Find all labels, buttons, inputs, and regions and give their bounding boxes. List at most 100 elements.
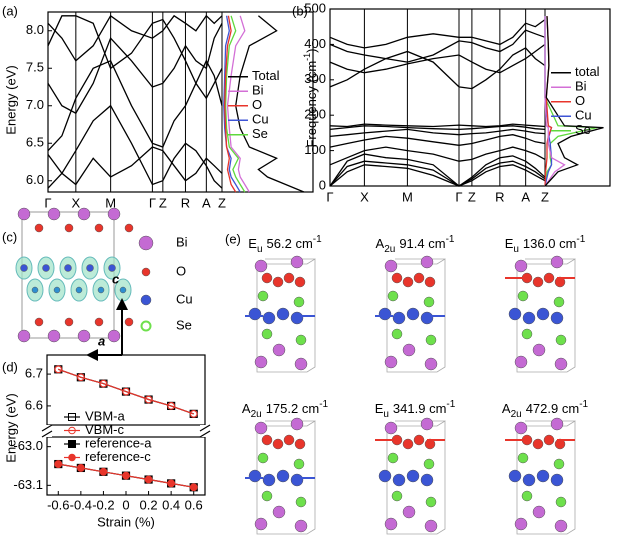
dos-line <box>224 15 246 193</box>
atom <box>555 334 567 346</box>
mode-freq: 56.2 cm <box>267 236 313 251</box>
legend-label: Bi <box>252 83 264 98</box>
unit-cell <box>386 258 446 373</box>
mode-sub: u <box>513 244 519 255</box>
atom <box>31 286 39 294</box>
atom <box>536 469 550 483</box>
axis-break-gap <box>42 425 52 437</box>
atom <box>420 255 434 269</box>
legend-label: Cu <box>252 112 269 127</box>
mode-freq: 91.4 cm <box>399 236 445 251</box>
atom <box>423 458 435 470</box>
legend-label: O <box>575 93 585 108</box>
atom <box>550 417 564 431</box>
atom <box>140 294 152 306</box>
atom <box>294 438 306 450</box>
x-tick-label: Z <box>218 195 226 210</box>
mode-sub: 2u <box>384 244 395 255</box>
dos-line <box>226 15 250 193</box>
y-axis-label-text: Frequency (cm <box>304 61 319 148</box>
band-line <box>329 128 546 138</box>
legend-label: reference-a <box>85 435 152 450</box>
atom <box>406 469 420 483</box>
x-tick-label: A <box>521 189 530 204</box>
panel-label: (e) <box>225 231 241 246</box>
atom <box>522 473 536 487</box>
unit-cell <box>516 258 576 373</box>
atom <box>295 496 307 508</box>
atom <box>391 272 403 284</box>
y-tick-label: 7.5 <box>26 60 44 75</box>
atom <box>543 434 555 446</box>
dos-line <box>544 16 604 187</box>
legend-marker <box>68 440 76 448</box>
atom <box>261 490 273 502</box>
atom <box>290 311 304 325</box>
legend-label: Se <box>575 122 591 137</box>
atom <box>550 311 564 325</box>
x-tick-label: X <box>72 195 81 210</box>
atom <box>257 290 269 302</box>
unit-cell <box>516 420 576 535</box>
atom <box>514 355 528 369</box>
mode-sup: -1 <box>446 399 455 410</box>
mode-symbol: E <box>505 236 514 251</box>
atom <box>384 421 398 435</box>
atom <box>290 255 304 269</box>
marker <box>76 373 85 382</box>
y-tick-label: 500 <box>304 0 326 15</box>
x-tick-label: Γ <box>149 195 156 210</box>
series-line <box>58 368 194 415</box>
mode-freq: 472.9 cm <box>526 401 579 416</box>
unit-cell <box>386 420 446 535</box>
y-axis-label: Frequency (cm-1) <box>302 48 319 147</box>
band-line <box>329 134 546 148</box>
atom <box>77 207 91 221</box>
atom <box>64 223 74 233</box>
atom <box>261 434 273 446</box>
y-tick-label: 6.6 <box>25 397 43 412</box>
atom <box>47 207 61 221</box>
atom <box>257 452 269 464</box>
y-tick-label: 200 <box>304 107 326 122</box>
marker <box>122 387 130 396</box>
x-tick-label: Z <box>468 189 476 204</box>
axes-frame <box>329 8 611 187</box>
mode-sup: -1 <box>319 399 328 410</box>
unit-cell <box>256 420 316 535</box>
dos-line <box>544 16 566 187</box>
atom <box>290 473 304 487</box>
band-line <box>329 19 546 49</box>
axes-frame <box>46 354 206 426</box>
atom-label: Cu <box>176 291 193 306</box>
atom <box>86 264 94 272</box>
atom <box>543 272 555 284</box>
atom <box>294 357 308 371</box>
mode-sub: u <box>257 244 263 255</box>
x-tick-label: M <box>105 195 116 210</box>
atom <box>424 519 438 533</box>
atom <box>514 259 528 273</box>
atom <box>75 286 83 294</box>
atom <box>283 434 295 446</box>
atom <box>391 490 403 502</box>
axis-break <box>199 430 211 438</box>
marker <box>54 460 63 468</box>
atom <box>554 357 568 371</box>
band-line <box>47 104 223 189</box>
atom <box>514 517 528 531</box>
unit-cell <box>256 258 316 373</box>
atom <box>254 421 268 435</box>
panel-label: (c) <box>2 229 17 244</box>
atom <box>64 317 74 327</box>
axis-name: c <box>112 271 120 286</box>
atom <box>384 259 398 273</box>
atom <box>532 343 546 357</box>
atom-label: O <box>176 263 186 278</box>
legend-marker <box>68 426 76 435</box>
atom <box>521 490 533 502</box>
mode-picture <box>375 255 446 373</box>
mode-picture <box>245 255 316 373</box>
x-tick-label: 0.4 <box>162 497 180 512</box>
atom <box>283 272 295 284</box>
